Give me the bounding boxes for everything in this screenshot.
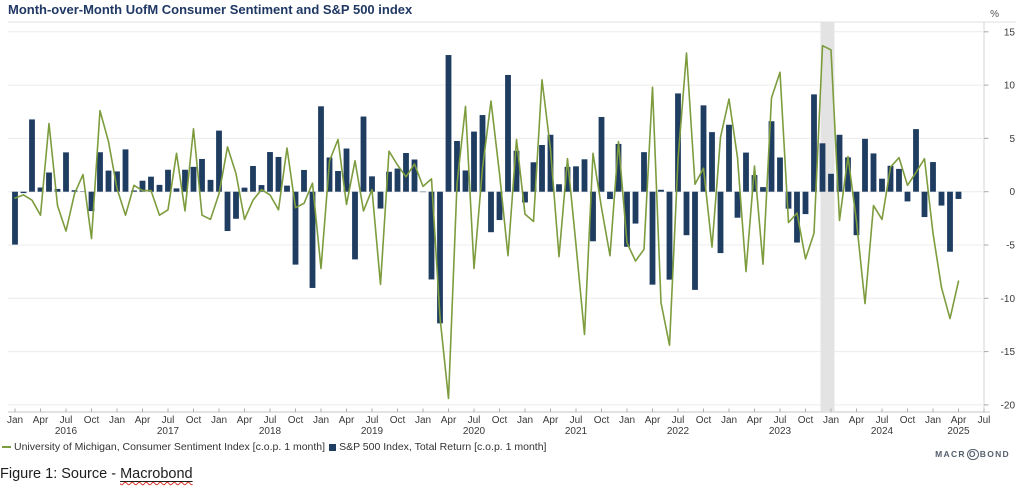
svg-text:Oct: Oct: [594, 415, 610, 426]
svg-text:Apr: Apr: [951, 415, 967, 426]
svg-text:-10: -10: [1001, 294, 1016, 305]
svg-text:2018: 2018: [259, 426, 282, 437]
svg-text:Jul: Jul: [570, 415, 583, 426]
svg-text:Jan: Jan: [109, 415, 125, 426]
logo-ring-o-icon: O: [966, 449, 979, 460]
svg-text:2021: 2021: [565, 426, 588, 437]
svg-text:Oct: Oct: [390, 415, 406, 426]
legend-item-sp500: S&P 500 Index, Total Return [c.o.p. 1 mo…: [325, 441, 546, 453]
highlight-band: [820, 22, 835, 412]
svg-text:-5: -5: [1006, 241, 1015, 252]
sentiment-line: [14, 44, 960, 400]
axis-frame: [8, 21, 1016, 413]
svg-text:-20: -20: [1001, 400, 1016, 411]
svg-text:Oct: Oct: [186, 415, 202, 426]
line-series-swatch-icon: [2, 446, 11, 448]
svg-text:Oct: Oct: [288, 415, 304, 426]
svg-text:Oct: Oct: [84, 415, 100, 426]
svg-text:Apr: Apr: [441, 415, 457, 426]
svg-text:Apr: Apr: [543, 415, 559, 426]
svg-text:Jan: Jan: [7, 415, 23, 426]
svg-text:Jan: Jan: [721, 415, 737, 426]
logo-text-post: BOND: [979, 449, 1010, 459]
svg-text:2020: 2020: [463, 426, 486, 437]
legend-label-sentiment: University of Michigan, Consumer Sentime…: [14, 441, 326, 453]
source-link-wrapper: Macrobond: [120, 466, 193, 482]
svg-text:Oct: Oct: [492, 415, 508, 426]
svg-text:Jul: Jul: [60, 415, 73, 426]
svg-text:Jul: Jul: [264, 415, 277, 426]
y-axis-labels: 15 10 5 0 -5 -10 -15 -20: [984, 27, 1015, 411]
svg-text:Jul: Jul: [468, 415, 481, 426]
chart-title: Month-over-Month UofM Consumer Sentiment…: [8, 2, 413, 17]
svg-text:Jul: Jul: [366, 415, 379, 426]
svg-text:Jul: Jul: [978, 415, 991, 426]
svg-text:Jul: Jul: [774, 415, 787, 426]
caption-prefix: Figure 1: Source -: [0, 466, 121, 482]
svg-text:10: 10: [1004, 81, 1016, 92]
svg-text:Apr: Apr: [747, 415, 763, 426]
legend-item-sentiment: University of Michigan, Consumer Sentime…: [2, 441, 325, 453]
y-axis-unit-label: %: [990, 9, 999, 20]
macrobond-logo: MACR O BOND: [935, 449, 1010, 460]
svg-text:2016: 2016: [55, 426, 78, 437]
svg-text:Apr: Apr: [849, 415, 865, 426]
sp500-bars: [12, 55, 962, 324]
svg-text:2019: 2019: [361, 426, 384, 437]
figure-caption: Figure 1: Source - Macrobond: [0, 466, 193, 482]
svg-text:Oct: Oct: [696, 415, 712, 426]
svg-text:2025: 2025: [947, 426, 970, 437]
logo-text-pre: MACR: [935, 449, 966, 459]
svg-text:Jul: Jul: [672, 415, 685, 426]
svg-text:15: 15: [1004, 27, 1016, 38]
svg-text:Jan: Jan: [313, 415, 329, 426]
svg-text:Oct: Oct: [798, 415, 814, 426]
legend-label-sp500: S&P 500 Index, Total Return [c.o.p. 1 mo…: [339, 441, 547, 453]
svg-text:Jan: Jan: [211, 415, 227, 426]
svg-text:2017: 2017: [157, 426, 180, 437]
svg-text:Apr: Apr: [33, 415, 49, 426]
svg-text:5: 5: [1009, 134, 1015, 145]
svg-text:Oct: Oct: [900, 415, 916, 426]
svg-text:Apr: Apr: [645, 415, 661, 426]
svg-text:0: 0: [1009, 187, 1015, 198]
svg-text:Jan: Jan: [619, 415, 635, 426]
gridlines: [8, 31, 984, 406]
svg-text:Jul: Jul: [876, 415, 889, 426]
svg-text:2022: 2022: [667, 426, 690, 437]
svg-text:Jan: Jan: [415, 415, 431, 426]
svg-text:-15: -15: [1001, 347, 1016, 358]
svg-text:Jan: Jan: [517, 415, 533, 426]
svg-text:Jan: Jan: [823, 415, 839, 426]
svg-text:2024: 2024: [871, 426, 894, 437]
svg-text:2023: 2023: [769, 426, 792, 437]
svg-text:Apr: Apr: [237, 415, 253, 426]
bar-series-swatch-icon: [329, 443, 337, 451]
chart-legend: University of Michigan, Consumer Sentime…: [2, 441, 546, 453]
svg-text:Jan: Jan: [925, 415, 941, 426]
source-link[interactable]: Macrobond: [120, 466, 193, 482]
svg-text:Apr: Apr: [339, 415, 355, 426]
svg-text:Apr: Apr: [135, 415, 151, 426]
svg-text:Jul: Jul: [162, 415, 175, 426]
